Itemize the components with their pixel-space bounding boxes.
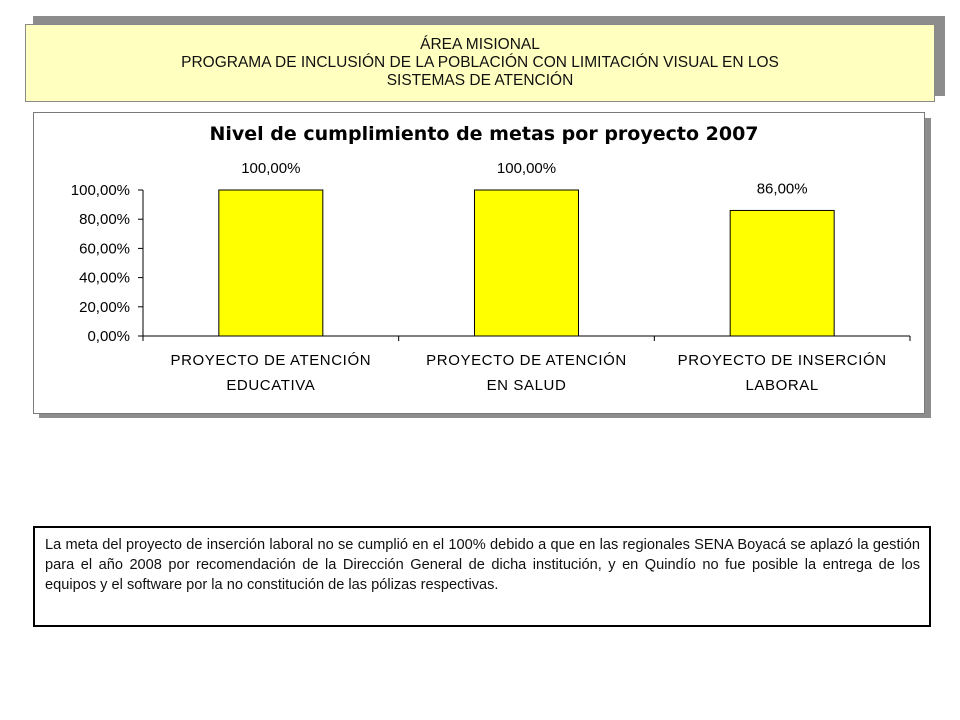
- chart-title: Nivel de cumplimiento de metas por proye…: [209, 123, 758, 145]
- bar-value-label: 86,00%: [757, 180, 808, 197]
- bar-value-label: 100,00%: [241, 160, 300, 177]
- bar: [474, 189, 579, 337]
- x-category-label: PROYECTO DE ATENCIÓN: [426, 352, 627, 369]
- explanation-note: La meta del proyecto de inserción labora…: [33, 526, 931, 627]
- y-tick-label: 100,00%: [71, 182, 130, 199]
- chart-panel: Nivel de cumplimiento de metas por proye…: [33, 112, 925, 414]
- y-tick-label: 0,00%: [87, 328, 130, 345]
- header-banner: ÁREA MISIONAL PROGRAMA DE INCLUSIÓN DE L…: [25, 24, 935, 102]
- y-tick-label: 40,00%: [79, 270, 130, 287]
- header-line-3: SISTEMAS DE ATENCIÓN: [386, 72, 574, 89]
- header-line-1: ÁREA MISIONAL: [420, 36, 540, 53]
- x-category-label: PROYECTO DE INSERCIÓN: [678, 352, 887, 369]
- chart-labels: 0,00% 20,00% 40,00% 60,00% 80,00% 100,00% 100,…: [71, 160, 887, 394]
- x-category-label: EDUCATIVA: [226, 377, 315, 394]
- bar-chart: Nivel de cumplimiento de metas por proye…: [71, 123, 911, 394]
- x-category-label: PROYECTO DE ATENCIÓN: [171, 352, 372, 369]
- note-text: La meta del proyecto de inserción labora…: [45, 537, 920, 593]
- header-line-2: PROGRAMA DE INCLUSIÓN DE LA POBLACIÓN CO…: [181, 54, 779, 71]
- y-tick-label: 80,00%: [79, 211, 130, 228]
- x-category-label: LABORAL: [745, 377, 818, 394]
- y-tick-label: 20,00%: [79, 299, 130, 316]
- bar-value-label: 100,00%: [497, 160, 556, 177]
- y-tick-label: 60,00%: [79, 240, 130, 257]
- x-category-label: EN SALUD: [487, 377, 567, 394]
- bar: [218, 189, 324, 337]
- chart-bars: [218, 189, 835, 337]
- bar: [729, 209, 835, 337]
